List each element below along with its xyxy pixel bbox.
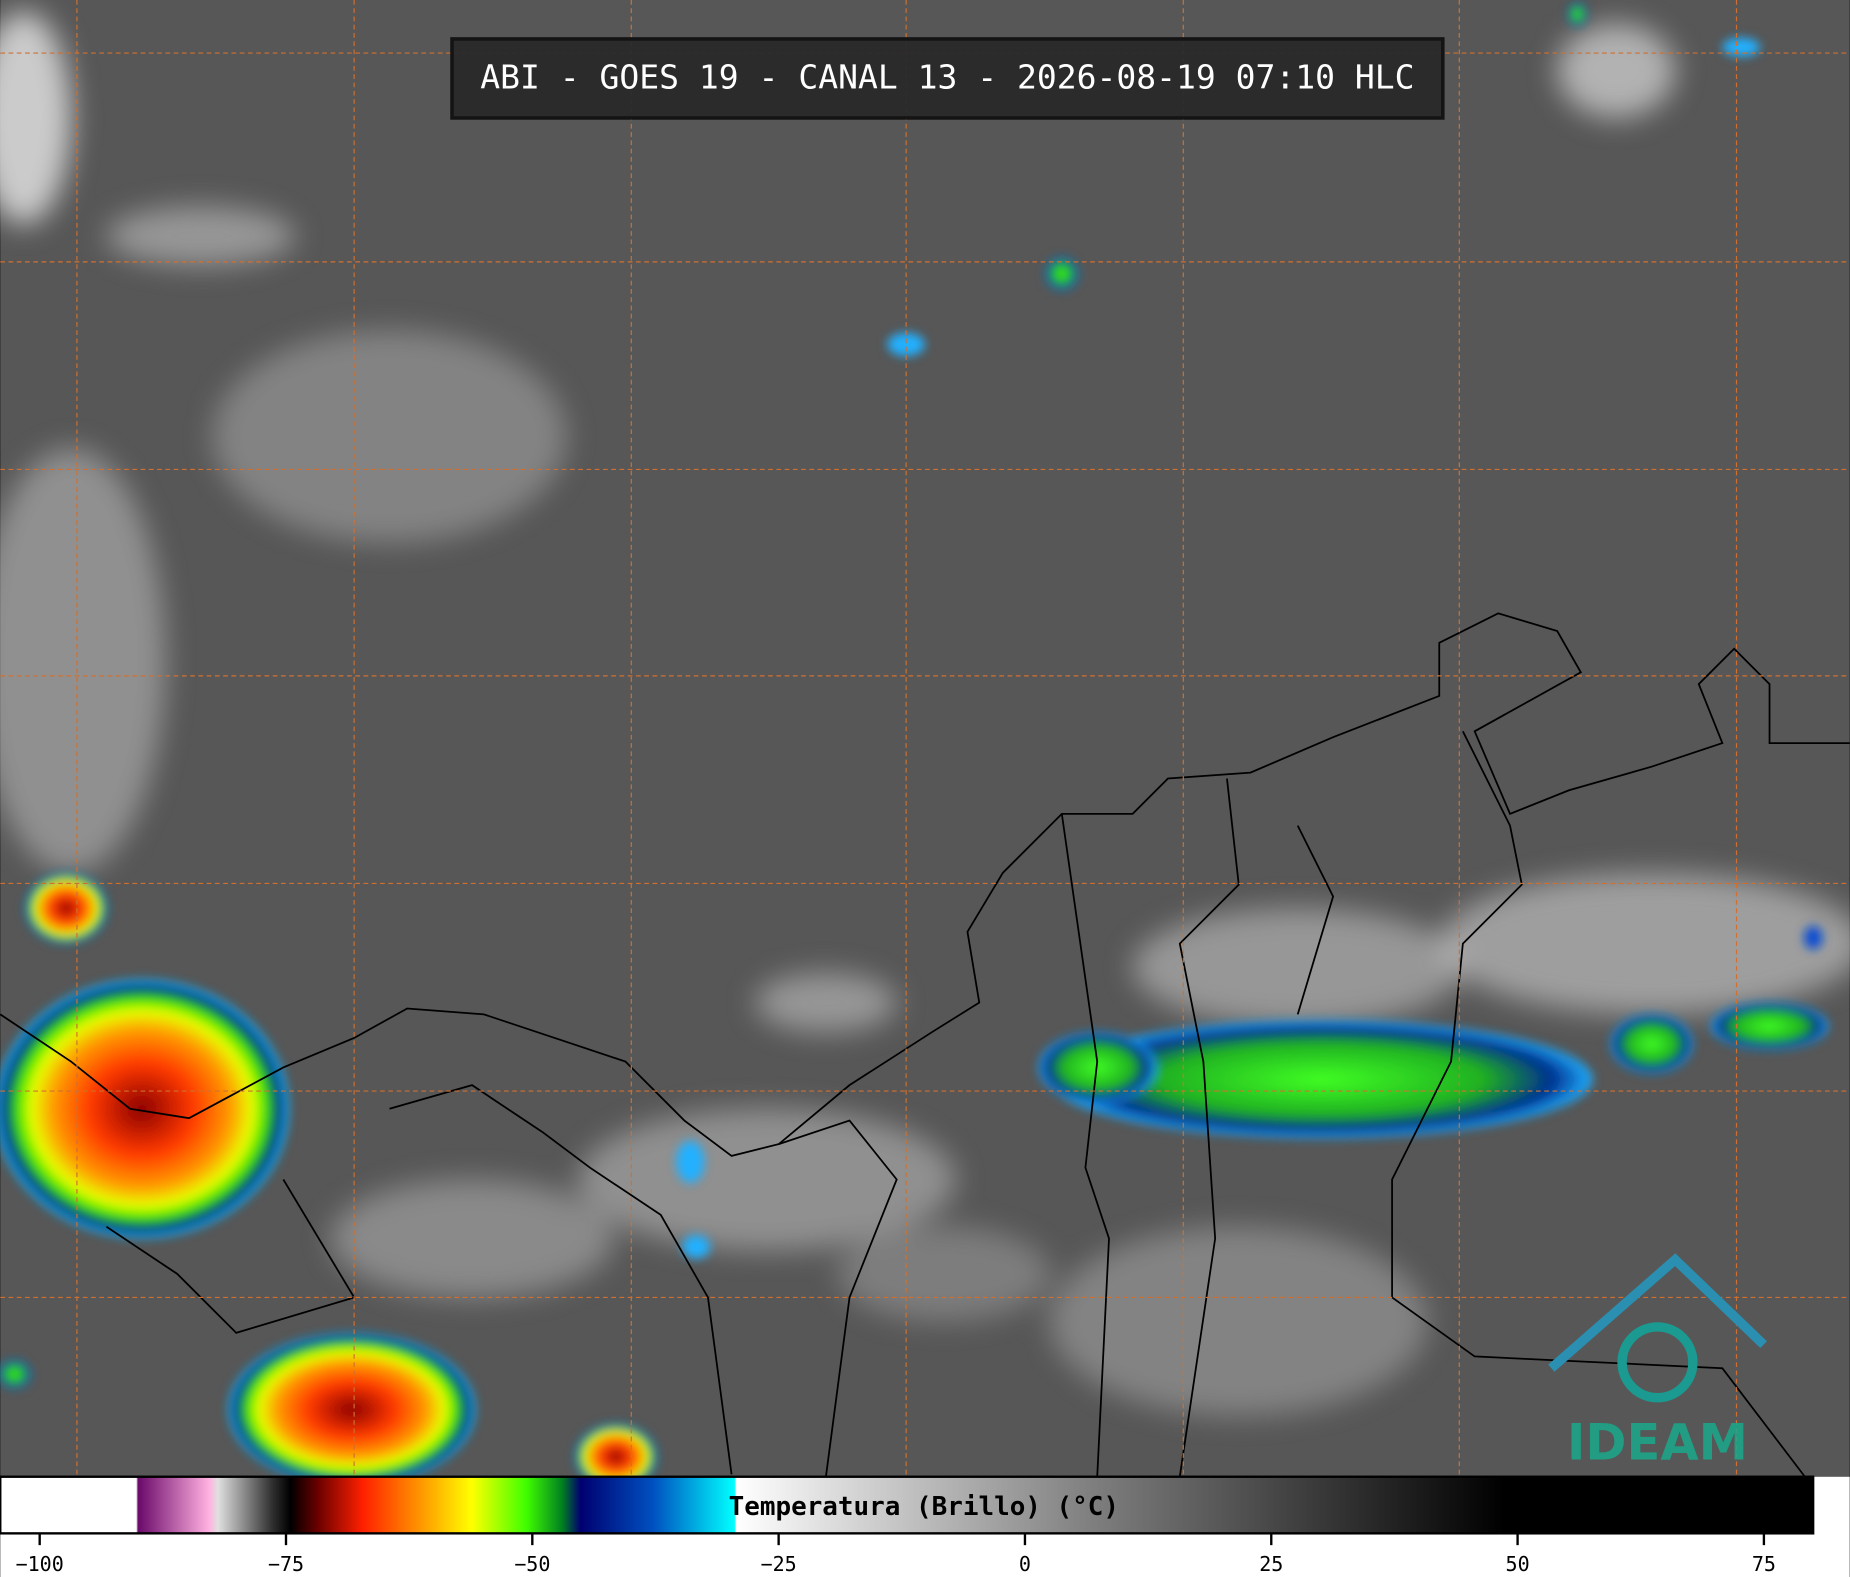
borders [0, 612, 1850, 1478]
tick-label: −75 [268, 1552, 304, 1576]
title: ABI - GOES 19 - CANAL 13 - 2026-08-19 07… [480, 58, 1414, 97]
logo-swirl [1617, 1322, 1698, 1403]
title-box [450, 37, 1445, 120]
tick-label: 50 [1506, 1552, 1530, 1576]
tick-label: 25 [1259, 1552, 1283, 1576]
tick-label: −100 [16, 1552, 64, 1576]
logo: IDEAM [1548, 1253, 1767, 1472]
colorbar-label: Temperatura (Brillo) (°C) [729, 1492, 1119, 1522]
clouds [0, 11, 1850, 1416]
tick-label: 75 [1752, 1552, 1776, 1576]
tick-label: −25 [761, 1552, 797, 1576]
logo-text: IDEAM [1567, 1414, 1748, 1472]
tick-label: 0 [1019, 1552, 1031, 1576]
convective-cells [0, 2, 1829, 1490]
colorbar [0, 1475, 1815, 1535]
graticule [0, 0, 1850, 1477]
tick-label: −50 [514, 1552, 550, 1576]
logo-roof [1548, 1253, 1767, 1372]
